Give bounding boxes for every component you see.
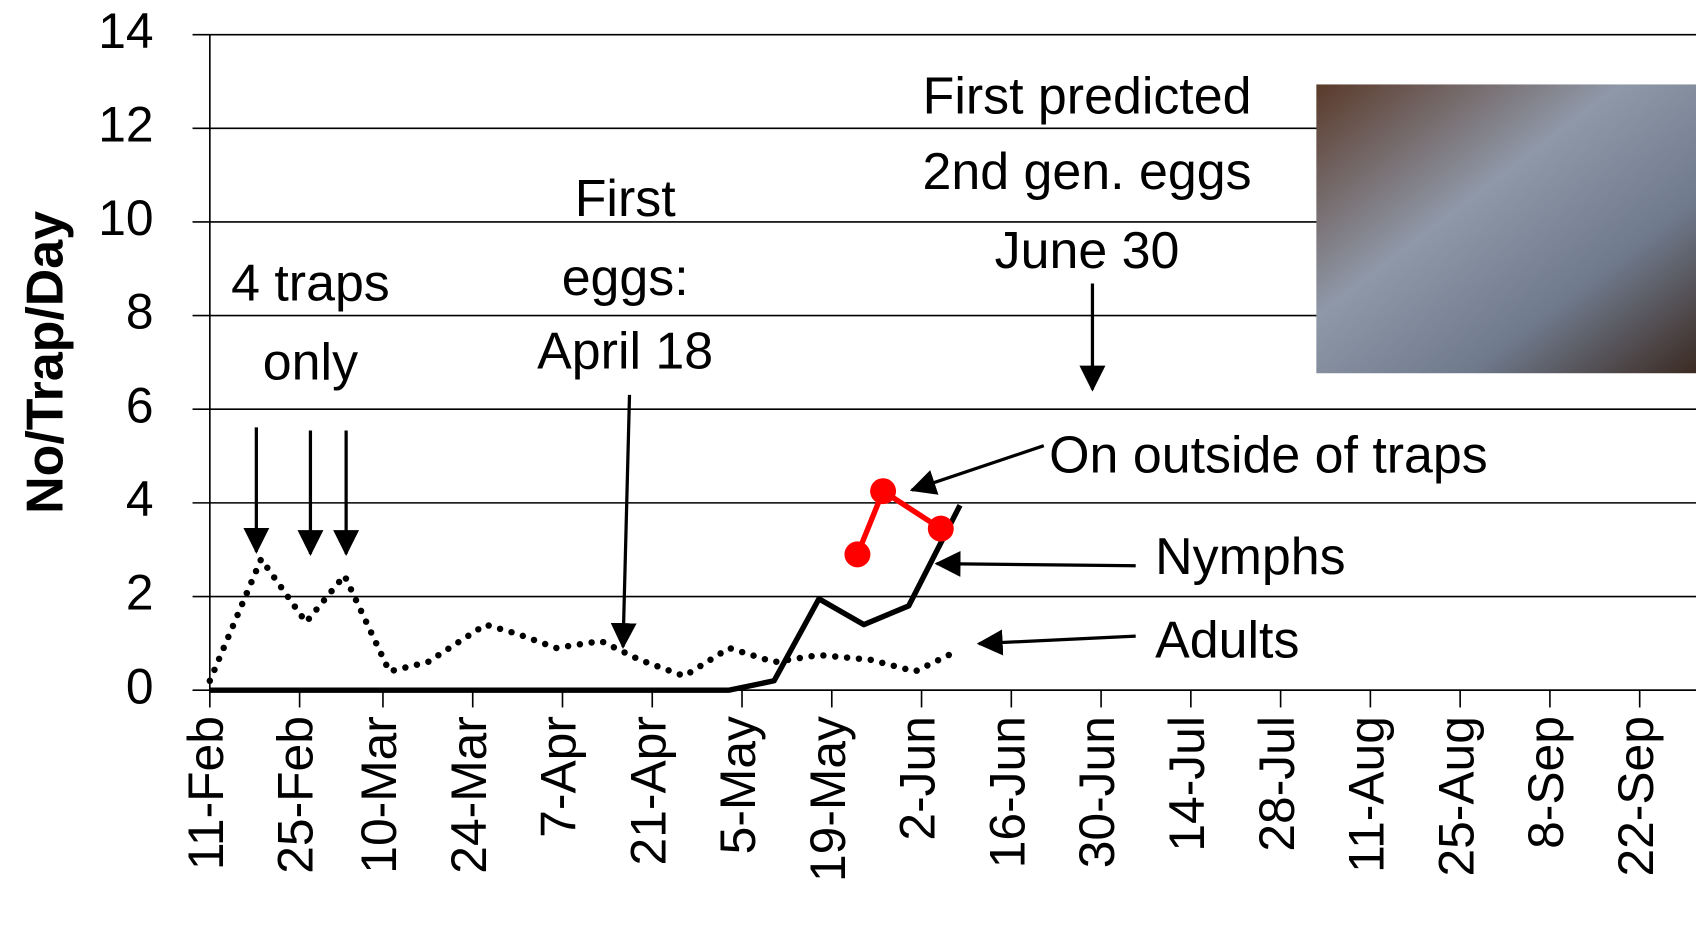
arrow [934,550,1136,577]
annotation-traps: 4 traps only [231,254,390,557]
y-tick-label: 0 [126,658,154,714]
arrow [976,629,1136,656]
annotation-text: June 30 [995,222,1180,280]
annotation-text: 4 traps [231,254,390,312]
x-tick-label: 21-Apr [620,716,676,865]
y-axis-label: No/Trap/Day [16,211,74,514]
x-tick-label: 19-May [800,716,856,882]
x-tick-label: 25-Aug [1428,716,1484,876]
annotation-text: First predicted [923,67,1252,125]
annotation-prediction: First predicted 2nd gen. eggs June 30 [923,67,1252,392]
x-tick-label: 24-Mar [441,716,497,874]
annotation-text: 2nd gen. eggs [923,143,1252,201]
annotation-text: First [575,170,676,228]
y-tick-label: 12 [98,96,153,152]
y-tick-label: 10 [98,190,153,246]
x-tick-label: 10-Mar [351,716,407,874]
x-tick-label: 8-Sep [1518,716,1574,849]
y-tick-label: 6 [126,377,154,433]
series-line [209,503,963,693]
arrow [610,394,637,650]
arrow [909,444,1045,495]
annotation-text: eggs: [562,249,689,307]
y-tick-label: 8 [126,284,154,340]
series-label: Adults [1155,611,1299,669]
x-tick-label: 16-Jun [979,716,1035,868]
y-tick-label: 4 [126,471,154,527]
x-tick-label: 22-Sep [1608,716,1664,876]
x-tick-label: 7-Apr [531,716,587,838]
series-line [854,488,943,556]
x-tick-label: 30-Jun [1069,716,1125,868]
y-tick-label: 14 [98,3,153,59]
series-label: On outside of traps [1049,426,1488,484]
x-tick-label: 28-Jul [1249,716,1305,852]
series-line [206,555,957,685]
trap-photo [1316,84,1696,374]
y-tick-label: 2 [126,565,154,621]
series-marker [844,541,871,568]
annotation-eggs: First eggs: April 18 [537,170,713,650]
x-tick-label: 2-Jun [890,716,946,840]
annotation-text: April 18 [537,323,713,381]
annotation-text: only [263,333,358,391]
x-tick-label: 14-Jul [1159,716,1215,852]
x-tick-label: 5-May [710,716,766,854]
x-tick-label: 11-Aug [1339,716,1395,873]
series-marker [927,515,954,542]
series-marker [870,478,897,505]
x-tick-label: 11-Feb [178,716,234,870]
x-tick-label: 25-Feb [268,716,324,874]
series-label: Nymphs [1155,528,1345,586]
